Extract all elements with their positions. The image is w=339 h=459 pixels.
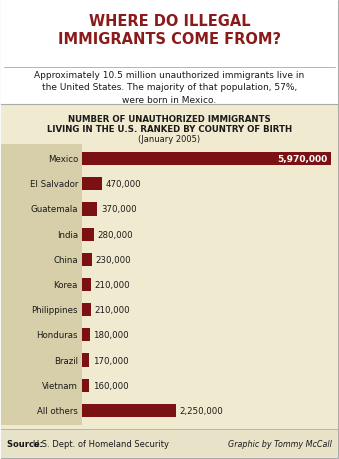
Text: NUMBER OF UNAUTHORIZED IMMIGRANTS: NUMBER OF UNAUTHORIZED IMMIGRANTS: [68, 114, 271, 123]
Text: 210,000: 210,000: [95, 280, 131, 289]
Text: 2,250,000: 2,250,000: [180, 406, 224, 415]
Text: China: China: [53, 255, 78, 264]
Bar: [82, 178, 102, 191]
Text: India: India: [57, 230, 78, 239]
Text: Mexico: Mexico: [48, 155, 78, 164]
Text: 230,000: 230,000: [96, 255, 131, 264]
Text: Philippines: Philippines: [32, 306, 78, 314]
Bar: [1, 145, 82, 425]
Text: Source:: Source:: [7, 440, 46, 448]
Bar: [82, 153, 331, 166]
Text: 170,000: 170,000: [93, 356, 129, 365]
Text: 5,970,000: 5,970,000: [277, 155, 327, 164]
Bar: [82, 404, 176, 417]
Text: 470,000: 470,000: [106, 180, 141, 189]
Text: WHERE DO ILLEGAL
IMMIGRANTS COME FROM?: WHERE DO ILLEGAL IMMIGRANTS COME FROM?: [58, 13, 281, 46]
Bar: [1, 1, 338, 105]
Text: 280,000: 280,000: [98, 230, 133, 239]
Text: Brazil: Brazil: [54, 356, 78, 365]
Text: 210,000: 210,000: [95, 306, 131, 314]
Bar: [1, 105, 338, 429]
Text: Guatemala: Guatemala: [31, 205, 78, 214]
Text: All others: All others: [37, 406, 78, 415]
Text: 180,000: 180,000: [94, 330, 129, 340]
Bar: [1, 429, 338, 458]
Bar: [82, 278, 91, 291]
Bar: [82, 253, 92, 266]
Text: 370,000: 370,000: [101, 205, 137, 214]
Bar: [82, 354, 89, 367]
Text: U.S. Dept. of Homeland Security: U.S. Dept. of Homeland Security: [33, 440, 169, 448]
Text: Graphic by Tommy McCall: Graphic by Tommy McCall: [228, 440, 332, 448]
Text: Vietnam: Vietnam: [42, 381, 78, 390]
Text: 160,000: 160,000: [93, 381, 128, 390]
Text: Approximately 10.5 million unauthorized immigrants live in
the United States. Th: Approximately 10.5 million unauthorized …: [34, 71, 305, 104]
Text: (January 2005): (January 2005): [138, 134, 201, 143]
Bar: [82, 228, 94, 241]
Text: Korea: Korea: [54, 280, 78, 289]
Bar: [82, 303, 91, 317]
Bar: [82, 329, 89, 341]
Text: Honduras: Honduras: [37, 330, 78, 340]
Bar: [82, 379, 89, 392]
Bar: [82, 203, 97, 216]
Text: El Salvador: El Salvador: [29, 180, 78, 189]
Text: LIVING IN THE U.S. RANKED BY COUNTRY OF BIRTH: LIVING IN THE U.S. RANKED BY COUNTRY OF …: [47, 124, 292, 133]
